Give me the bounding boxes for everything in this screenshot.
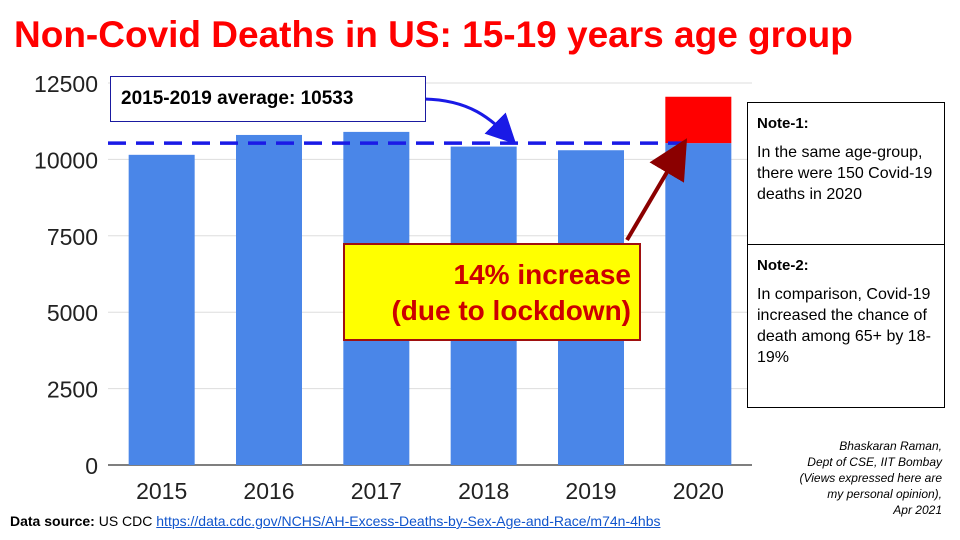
note-1-text: In the same age-group, there were 150 Co… [757,144,933,203]
x-tick-label: 2016 [243,478,294,504]
bar [236,134,302,465]
excess-bar-segment [665,96,732,144]
y-tick-label: 7500 [47,224,98,250]
increase-arrow [625,138,688,242]
credit-line: Apr 2021 [893,503,942,517]
average-arrow [423,97,517,145]
x-tick-label: 2017 [351,478,402,504]
credit-line: Bhaskaran Raman, [839,439,942,453]
x-tick-label: 2020 [673,478,724,504]
x-tick-label: 2015 [136,478,187,504]
note-2-text: In comparison, Covid-19 increased the ch… [757,286,931,366]
x-tick-labels: 2015 2016 2017 2018 2019 2020 [136,478,724,504]
callout-line-2: (due to lockdown) [391,295,631,326]
credit-line: (Views expressed here are [799,471,942,485]
y-tick-labels: 0 2500 5000 7500 10000 12500 [34,71,98,479]
chart-title: Non-Covid Deaths in US: 15-19 years age … [14,14,853,55]
average-label-box: 2015-2019 average: 10533 [110,76,426,122]
callout-line-1: 14% increase [453,259,631,290]
source-text: US CDC [98,513,153,529]
data-source: Data source: US CDC https://data.cdc.gov… [10,513,660,529]
author-credit: Bhaskaran Raman, Dept of CSE, IIT Bombay… [722,438,942,518]
note-2-heading: Note-2: [757,257,809,274]
credit-line: Dept of CSE, IIT Bombay [807,455,942,469]
source-label: Data source: [10,513,95,529]
y-tick-label: 12500 [34,71,98,97]
x-tick-label: 2019 [565,478,616,504]
y-tick-label: 10000 [34,147,98,173]
y-tick-label: 2500 [47,377,98,403]
bar [665,143,732,466]
x-tick-label: 2018 [458,478,509,504]
source-link[interactable]: https://data.cdc.gov/NCHS/AH-Excess-Deat… [156,513,661,529]
bar [128,154,195,466]
note-1-heading: Note-1: [757,115,809,132]
credit-line: my personal opinion), [827,487,942,501]
y-tick-label: 0 [85,453,98,479]
increase-callout: 14% increase (due to lockdown) [343,243,641,341]
y-tick-label: 5000 [47,300,98,326]
note-1-box: Note-1: In the same age-group, there wer… [747,102,945,245]
note-2-box: Note-2: In comparison, Covid-19 increase… [747,244,945,408]
